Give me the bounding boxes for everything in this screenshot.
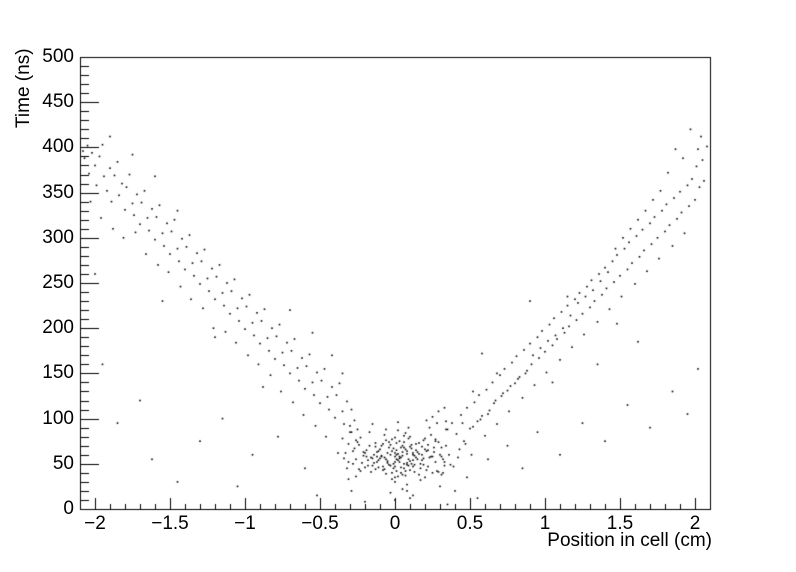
x-tick-label: 0.5	[456, 513, 484, 534]
y-tick-label: 100	[42, 407, 74, 429]
x-tick-label: −1	[234, 513, 256, 534]
y-tick-label: 50	[52, 452, 74, 474]
y-tick-label: 250	[42, 272, 74, 293]
x-tick-label: −1.5	[151, 513, 189, 534]
y-tick-label: 150	[42, 362, 74, 384]
y-tick-label: 200	[42, 317, 74, 339]
y-tick-label: 450	[42, 91, 74, 113]
x-tick-label: 1	[539, 513, 551, 534]
y-tick-label: 350	[42, 181, 74, 203]
y-tick-label: 300	[42, 226, 74, 248]
y-tick-label: 500	[42, 46, 74, 67]
x-tick-label: −2	[84, 513, 106, 534]
x-tick-label: 2	[689, 513, 701, 534]
x-axis-title: Position in cell (cm)	[547, 530, 712, 551]
y-tick-label: 0	[63, 498, 74, 519]
x-tick-label: 0	[389, 513, 401, 534]
y-tick-label: 400	[42, 136, 74, 158]
x-tick-label: −0.5	[301, 513, 339, 534]
x-tick-label: 1.5	[606, 513, 634, 534]
